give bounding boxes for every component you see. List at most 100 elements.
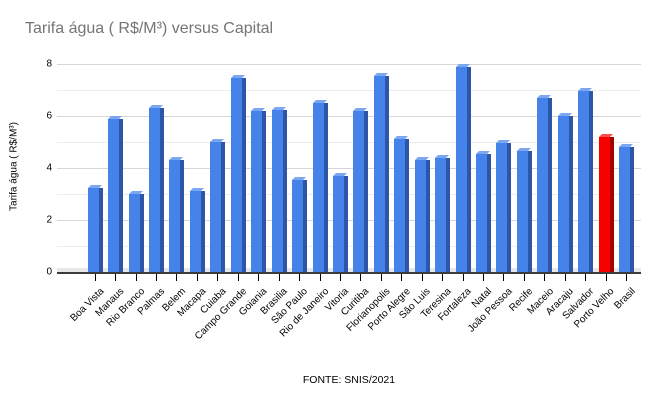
x-tick-natal [483,274,485,281]
x-tick-slot-vitoria [330,274,350,281]
y-tick-label-2: 2 [46,214,52,226]
gridline-major-6 [57,116,641,117]
x-tick-vitoria [339,274,341,281]
bar-slot-palmas [146,64,166,272]
bar-slot-natal [473,64,493,272]
bar-slot-rio-de-janeiro [310,64,330,272]
x-tick-slot-curitiba [351,274,371,281]
bar-slot-cuiaba [208,64,228,272]
x-label-slot-joao-pessoa: João Pessoa [466,283,515,363]
x-label-slot-recife: Recife [507,283,535,363]
bar-slot-recife [514,64,534,272]
bar-slot-vitoria [330,64,350,272]
x-tick-slot-aracaju [555,274,575,281]
x-tick-slot-porto-velho [596,274,616,281]
x-tick-palmas [156,274,158,281]
x-tick-slot-campo-grande [228,274,248,281]
x-tick-slot-macapa [187,274,207,281]
bar-slot-belem [167,64,187,272]
x-label-slot-teresina: Teresina [419,283,454,363]
bar-slot-teresina [432,64,452,272]
bar-aracaju [557,116,573,272]
x-tick-slot-rio-branco [126,274,146,281]
x-label-slot-palmas: Palmas [136,283,167,363]
x-tick-campo-grande [237,274,239,281]
bar-slot-boa-vista [85,64,105,272]
bar-slot-campo-grande [228,64,248,272]
source-note: FONTE: SNIS/2021 [302,374,396,386]
bar-teresina [435,157,451,272]
x-tick-slot-brasil [616,274,636,281]
bar-porto-velho [598,136,614,272]
x-tick-fortaleza [462,274,464,281]
x-label-slot-boa-vista: Boa Vista [68,283,106,363]
x-tick-teresina [442,274,444,281]
x-label-slot-porto-velho: Porto Velho [573,283,617,363]
bar-slot-florianopolis [371,64,391,272]
x-tick-slot-brasilia [269,274,289,281]
bar-slot-joao-pessoa [494,64,514,272]
bar-fortaleza [455,66,471,272]
bar-joao-pessoa [496,143,512,272]
x-tick-slot-natal [473,274,493,281]
bar-slot-porto-velho [596,64,616,272]
x-tick-macapa [196,274,198,281]
y-tick-label-8: 8 [46,58,52,70]
bar-slot-salvador [576,64,596,272]
chart-floor [57,268,641,272]
x-tick-slot-belem [167,274,187,281]
x-tick-sao-luis [421,274,423,281]
bar-rio-de-janeiro [312,103,328,272]
bar-slot-brasil [616,64,636,272]
bar-slot-fortaleza [453,64,473,272]
bar-macapa [189,191,205,272]
x-tick-rio-de-janeiro [319,274,321,281]
x-tick-cuiaba [217,274,219,281]
y-tick-label-4: 4 [46,162,52,174]
x-tick-slot-teresina [432,274,452,281]
bar-slot-goiania [249,64,269,272]
y-tick-label-6: 6 [46,110,52,122]
plot-area [57,64,641,274]
bar-boa-vista [87,187,103,272]
x-tick-brasilia [278,274,280,281]
gridline-minor-1 [57,246,641,247]
bar-slot-aracaju [555,64,575,272]
bar-belem [169,160,185,272]
x-tick-joao-pessoa [503,274,505,281]
bar-vitoria [332,175,348,272]
bar-salvador [578,91,594,272]
bar-slot-maceio [535,64,555,272]
chart-title: Tarifa água ( R$/M³) versus Capital [25,20,274,37]
bar-rio-branco [128,194,144,272]
bar-curitiba [353,110,369,272]
gridline-major-4 [57,168,641,169]
x-tick-rio-branco [135,274,137,281]
gridline-major-8 [57,64,641,65]
x-label-slot-campo-grande: Campo Grande [193,283,249,363]
x-label-brasil: Brasil [611,286,638,312]
x-tick-slot-salvador [576,274,596,281]
x-tick-slot-cuiaba [208,274,228,281]
x-tick-slot-joao-pessoa [494,274,514,281]
x-tick-slot-goiania [249,274,269,281]
bar-porto-alegre [394,139,410,272]
bar-brasilia [271,109,287,272]
x-tick-maceio [544,274,546,281]
bar-goiania [251,110,267,272]
x-tick-goiania [258,274,260,281]
x-tick-curitiba [360,274,362,281]
x-label-slot-maceio: Maceio [525,283,556,363]
x-tick-slot-sao-paulo [289,274,309,281]
x-tick-slot-fortaleza [453,274,473,281]
x-axis-ticks [57,274,641,281]
y-axis-tick-labels: 0 2 4 6 8 [20,59,52,278]
x-tick-slot-porto-alegre [392,274,412,281]
gridline-minor-5 [57,142,641,143]
bar-maceio [537,97,553,272]
bar-slot-sao-luis [412,64,432,272]
x-tick-belem [176,274,178,281]
x-tick-slot-recife [514,274,534,281]
bar-slot-macapa [187,64,207,272]
